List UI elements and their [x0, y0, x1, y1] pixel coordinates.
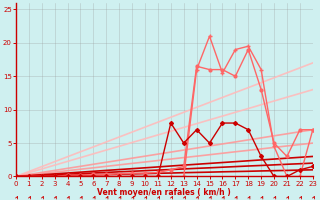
X-axis label: Vent moyen/en rafales ( km/h ): Vent moyen/en rafales ( km/h ): [98, 188, 231, 197]
